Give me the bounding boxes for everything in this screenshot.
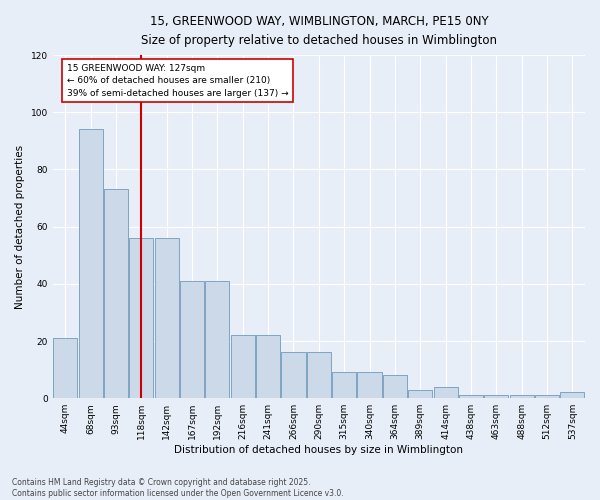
- Bar: [205, 281, 229, 398]
- Bar: [408, 390, 432, 398]
- Bar: [155, 238, 179, 398]
- Bar: [560, 392, 584, 398]
- Bar: [332, 372, 356, 398]
- Bar: [79, 130, 103, 398]
- Bar: [484, 396, 508, 398]
- Bar: [434, 387, 458, 398]
- Bar: [180, 281, 204, 398]
- Y-axis label: Number of detached properties: Number of detached properties: [15, 144, 25, 308]
- Bar: [358, 372, 382, 398]
- Bar: [509, 396, 533, 398]
- Text: 15 GREENWOOD WAY: 127sqm
← 60% of detached houses are smaller (210)
39% of semi-: 15 GREENWOOD WAY: 127sqm ← 60% of detach…: [67, 64, 288, 98]
- X-axis label: Distribution of detached houses by size in Wimblington: Distribution of detached houses by size …: [175, 445, 463, 455]
- Bar: [53, 338, 77, 398]
- Bar: [383, 376, 407, 398]
- Bar: [104, 190, 128, 398]
- Bar: [535, 396, 559, 398]
- Bar: [231, 336, 255, 398]
- Title: 15, GREENWOOD WAY, WIMBLINGTON, MARCH, PE15 0NY
Size of property relative to det: 15, GREENWOOD WAY, WIMBLINGTON, MARCH, P…: [141, 15, 497, 47]
- Bar: [256, 336, 280, 398]
- Bar: [307, 352, 331, 398]
- Text: Contains HM Land Registry data © Crown copyright and database right 2025.
Contai: Contains HM Land Registry data © Crown c…: [12, 478, 344, 498]
- Bar: [281, 352, 305, 398]
- Bar: [130, 238, 154, 398]
- Bar: [459, 396, 483, 398]
